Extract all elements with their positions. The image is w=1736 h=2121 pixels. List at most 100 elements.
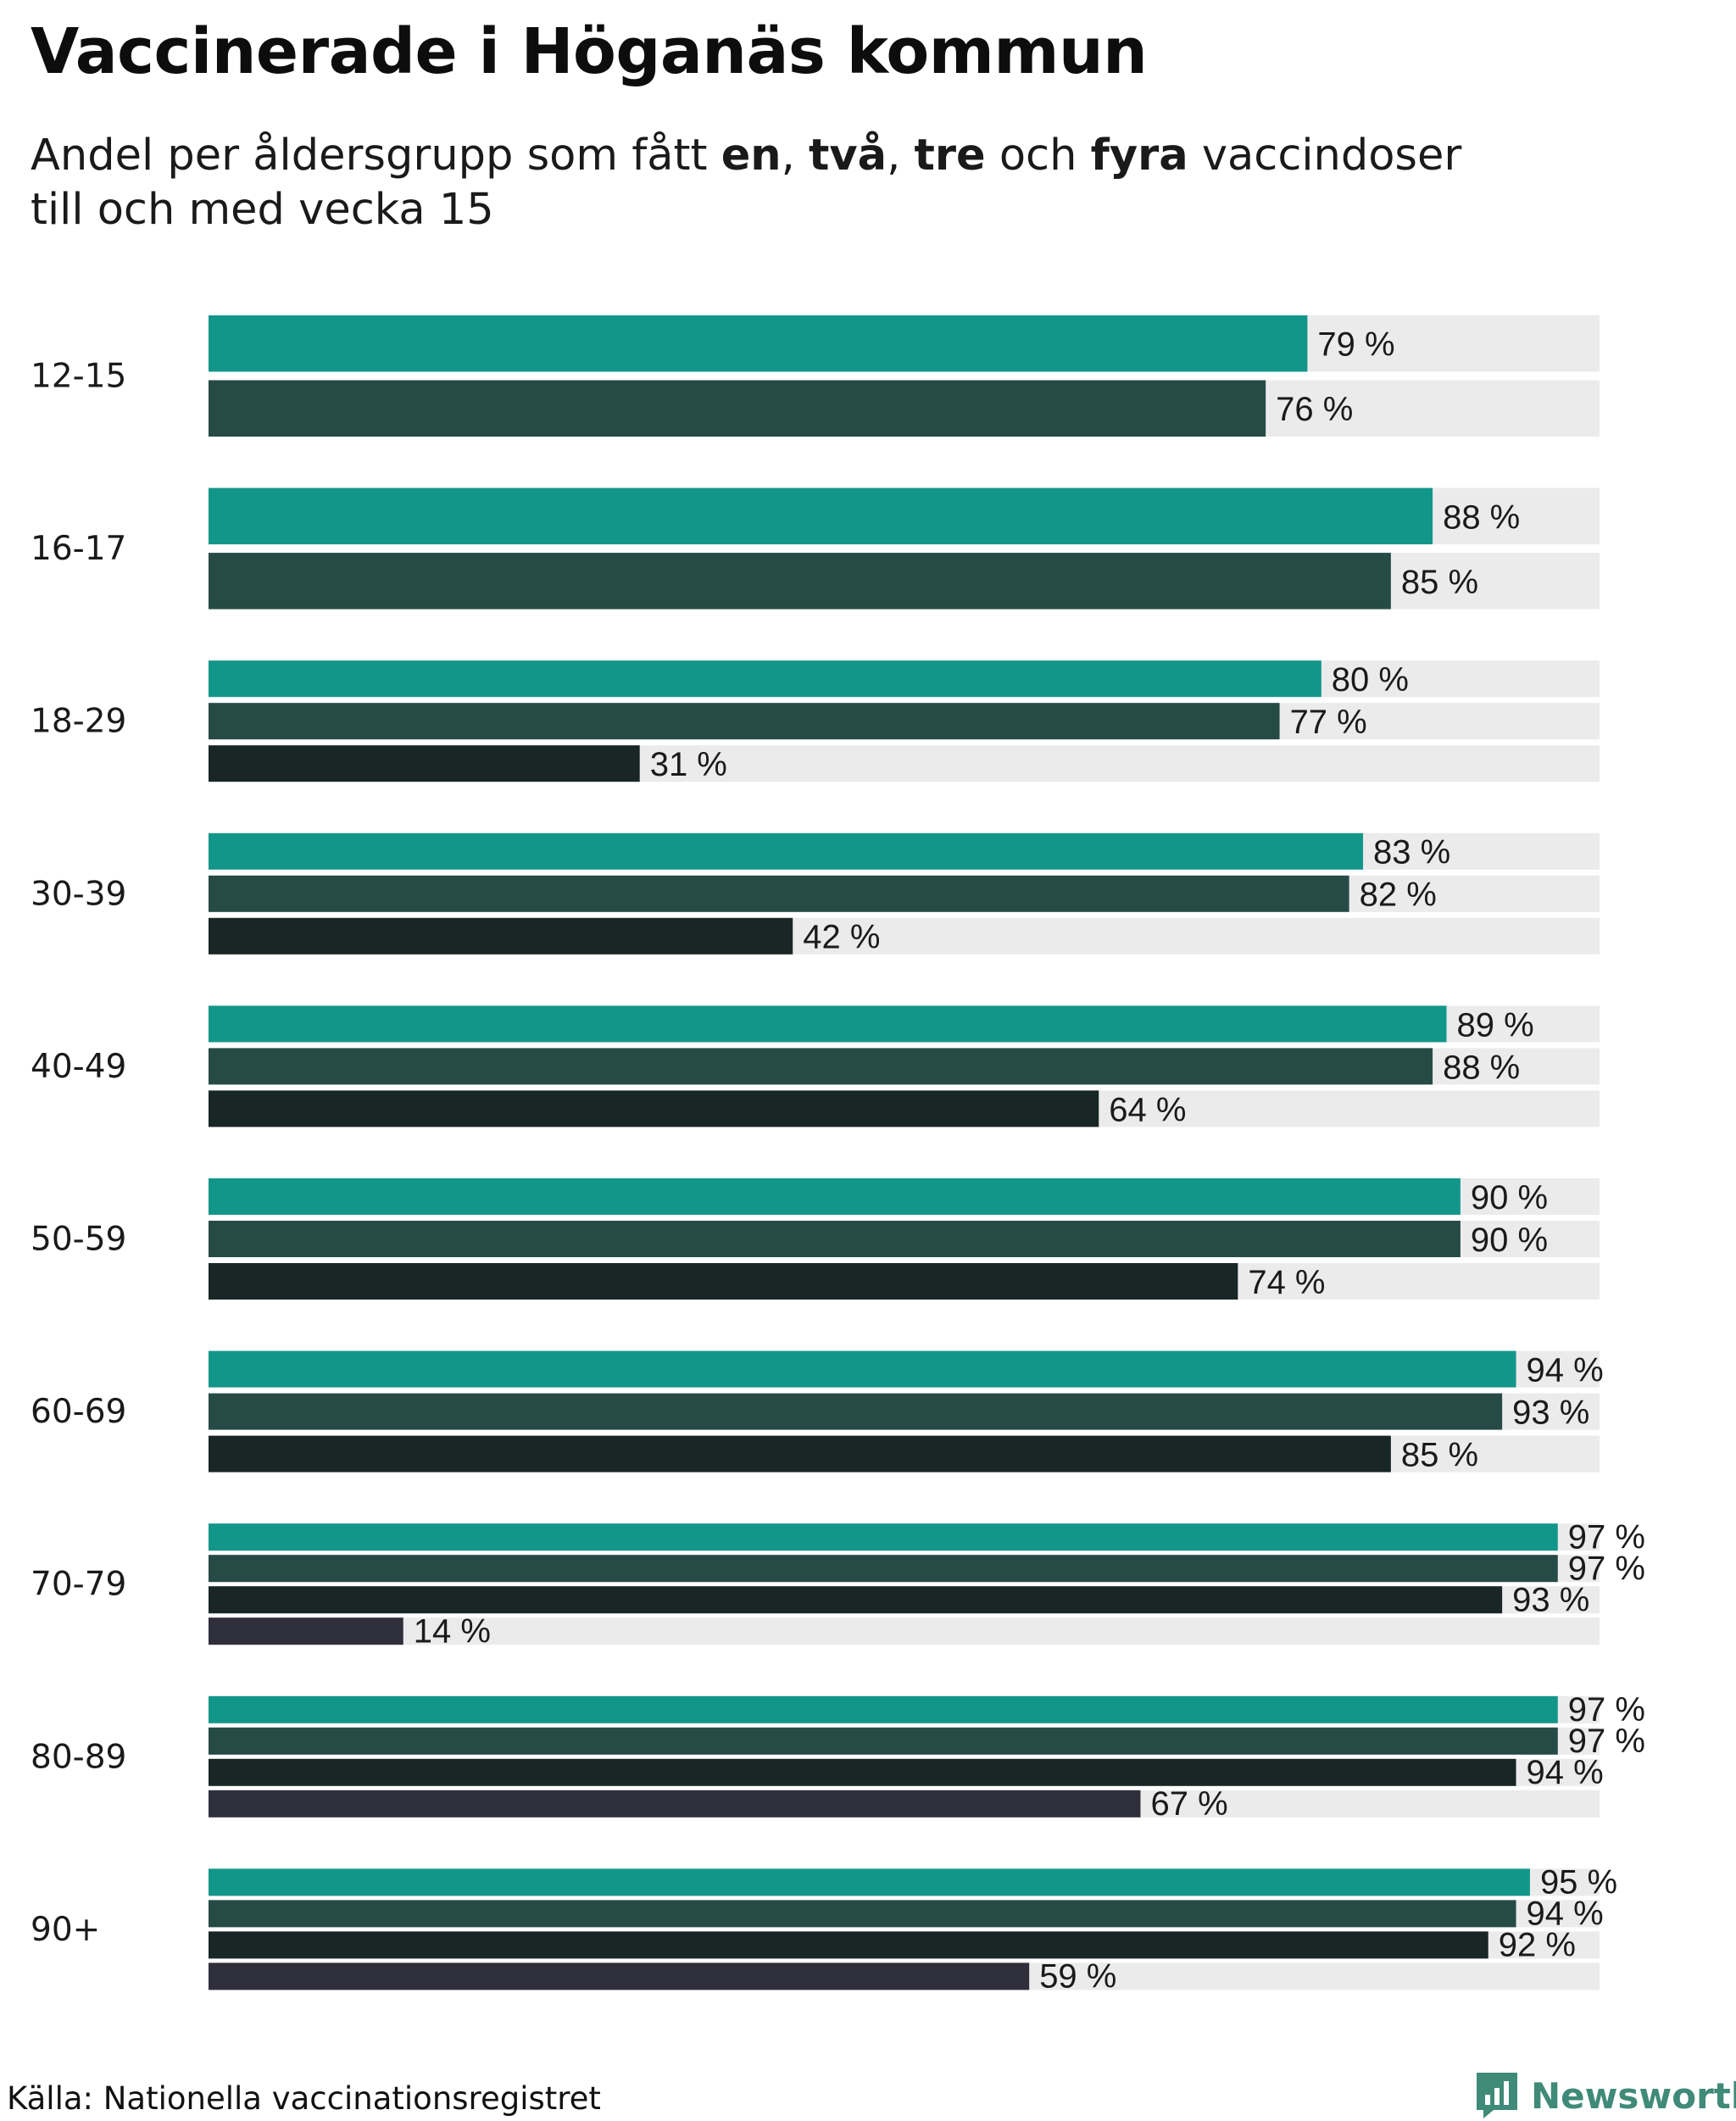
bar-två: [209, 1048, 1433, 1085]
data-label: 31 %: [650, 746, 727, 783]
source-note: Källa: Nationella vaccinationsregistret: [7, 2080, 601, 2117]
bar-fyra: [209, 1617, 403, 1645]
data-label: 77 %: [1290, 704, 1367, 741]
category-label: 16-17: [31, 530, 126, 568]
data-label: 74 %: [1248, 1264, 1325, 1301]
data-label: 89 %: [1456, 1006, 1533, 1044]
bar-två: [209, 380, 1266, 437]
data-label: 93 %: [1512, 1582, 1589, 1619]
bar-två: [209, 1900, 1516, 1928]
data-label: 97 %: [1568, 1691, 1645, 1729]
data-label: 92 %: [1499, 1927, 1576, 1964]
bar-tre: [209, 1263, 1238, 1300]
data-label: 97 %: [1568, 1550, 1645, 1588]
category-label: 18-29: [31, 703, 126, 741]
category-label: 50-59: [31, 1221, 126, 1259]
newsworthy-logo: Newsworthy: [1475, 2070, 1736, 2121]
data-label: 94 %: [1527, 1896, 1604, 1933]
bar-en: [209, 1005, 1447, 1043]
category-label: 90+: [31, 1911, 100, 1949]
logo-text: Newsworthy: [1531, 2074, 1736, 2117]
data-label: 64 %: [1109, 1091, 1186, 1128]
bar-en: [209, 1350, 1516, 1388]
bar-tre: [209, 1931, 1488, 1959]
subtitle-separator: och: [985, 131, 1091, 181]
category-label: 40-49: [31, 1048, 126, 1086]
subtitle-dose-three: tre: [914, 131, 986, 181]
bar-två: [209, 875, 1349, 912]
bar-en: [209, 832, 1364, 870]
bar-tre: [209, 745, 640, 782]
bar-track: [209, 1617, 1600, 1645]
bar-en: [209, 1868, 1530, 1896]
data-label: 67 %: [1150, 1785, 1227, 1823]
bar-chart: 12-15 79 % 76 % 16-17 88 % 85 % 18-29 80 % 77 % 3…: [31, 315, 1645, 1996]
bar-en: [209, 315, 1308, 372]
data-label: 14 %: [414, 1613, 491, 1651]
subtitle-prefix: Andel per åldersgrupp som fått: [31, 131, 721, 181]
data-label: 79 %: [1317, 326, 1394, 364]
bar-tre: [209, 1090, 1099, 1127]
bar-en: [209, 487, 1433, 545]
bar-två: [209, 1555, 1558, 1583]
bar-group-12-15: 12-15 79 % 76 %: [31, 315, 1600, 437]
data-label: 80 %: [1332, 661, 1409, 699]
bar-fyra: [209, 1790, 1141, 1818]
bar-två: [209, 703, 1280, 740]
category-label: 60-69: [31, 1393, 126, 1431]
data-label: 59 %: [1039, 1958, 1116, 1996]
bar-en: [209, 660, 1321, 698]
bar-group-90+: 90+ 95 %94 %92 % 59 %: [31, 1864, 1617, 1996]
data-label: 85 %: [1401, 1437, 1478, 1474]
bar-en: [209, 1523, 1558, 1551]
subtitle-separator: ,: [887, 131, 915, 181]
data-label: 97 %: [1568, 1723, 1645, 1760]
chart-subtitle: Andel per åldersgrupp som fått en, två, …: [31, 129, 1641, 237]
bar-tre: [209, 1758, 1516, 1786]
bar-två: [209, 1727, 1558, 1755]
data-label: 93 %: [1512, 1395, 1589, 1432]
data-label: 76 %: [1276, 391, 1353, 428]
data-label: 85 %: [1401, 564, 1478, 601]
bar-group-16-17: 16-17 88 % 85 %: [31, 487, 1600, 610]
chart-title: Vaccinerade i Höganäs kommun: [31, 15, 1148, 88]
bar-en: [209, 1178, 1461, 1215]
bar-två: [209, 1221, 1461, 1257]
subtitle-dose-four: fyra: [1090, 131, 1188, 181]
data-label: 88 %: [1443, 1049, 1520, 1086]
bar-fyra: [209, 1962, 1030, 1990]
subtitle-suffix: vaccindoser: [1188, 131, 1462, 181]
newsworthy-logo-icon: [1477, 2073, 1517, 2118]
bar-två: [209, 1393, 1503, 1430]
bar-group-60-69: 60-69 94 % 93 % 85 %: [31, 1350, 1604, 1474]
data-label: 88 %: [1443, 498, 1520, 536]
data-label: 94 %: [1527, 1352, 1604, 1389]
bar-tre: [209, 1586, 1503, 1614]
category-label: 30-39: [31, 875, 126, 913]
bar-tre: [209, 917, 793, 955]
data-label: 83 %: [1373, 834, 1450, 871]
bar-group-18-29: 18-29 80 % 77 % 31 %: [31, 660, 1600, 783]
subtitle-line-two: till och med vecka 15: [31, 185, 494, 235]
data-label: 90 %: [1471, 1222, 1548, 1259]
bar-två: [209, 553, 1391, 610]
bar-tre: [209, 1435, 1391, 1472]
subtitle-dose-one: en: [721, 131, 782, 181]
category-label: 80-89: [31, 1738, 126, 1776]
data-label: 90 %: [1471, 1179, 1548, 1216]
bar-group-40-49: 40-49 89 % 88 % 64 %: [31, 1005, 1600, 1128]
category-label: 12-15: [31, 358, 126, 396]
bar-group-50-59: 50-59 90 % 90 % 74 %: [31, 1178, 1600, 1301]
bar-en: [209, 1695, 1558, 1723]
bar-group-30-39: 30-39 83 % 82 % 42 %: [31, 832, 1600, 956]
data-label: 94 %: [1527, 1754, 1604, 1791]
subtitle-separator: ,: [781, 131, 810, 181]
data-label: 42 %: [803, 919, 880, 956]
category-label: 70-79: [31, 1566, 126, 1604]
data-label: 95 %: [1540, 1864, 1617, 1901]
data-label: 97 %: [1568, 1519, 1645, 1556]
subtitle-dose-two: två: [809, 131, 887, 181]
data-label: 82 %: [1360, 877, 1437, 914]
